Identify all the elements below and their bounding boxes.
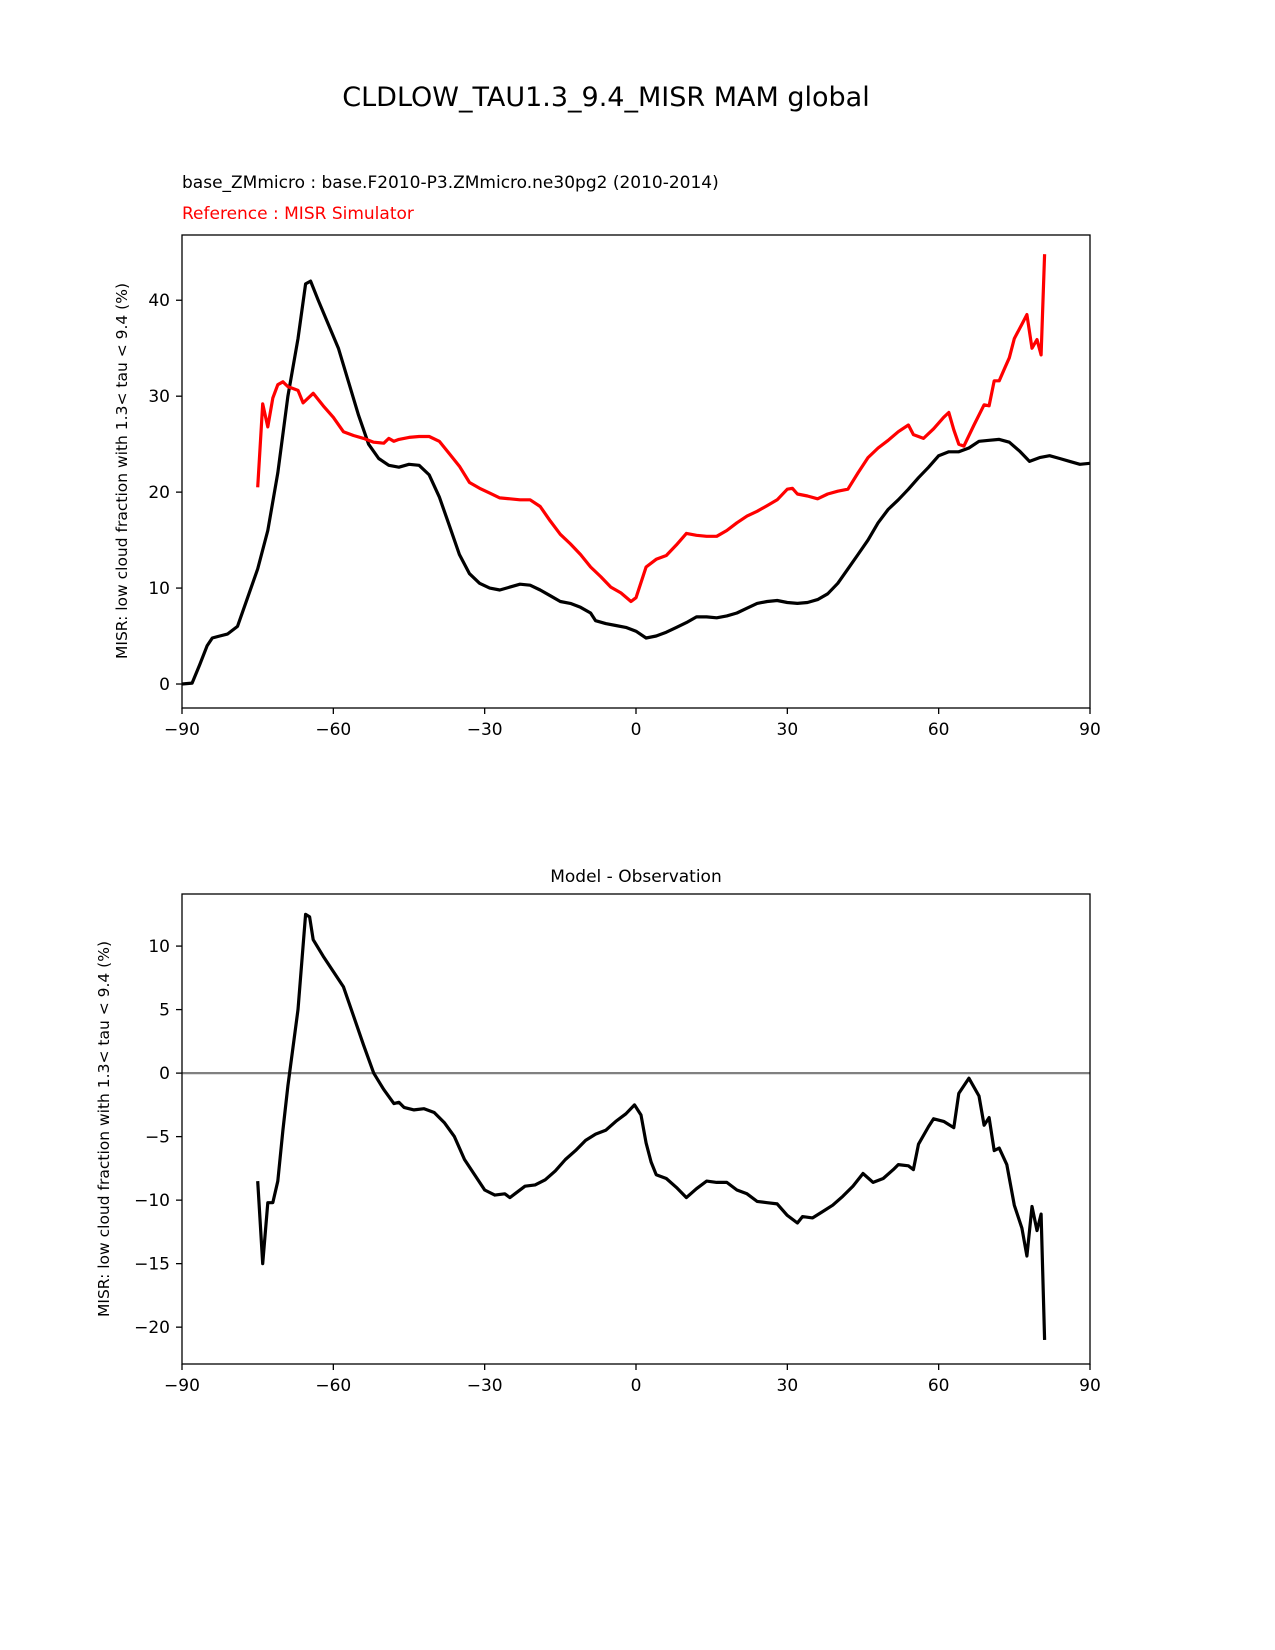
y-axis-label: MISR: low cloud fraction with 1.3< tau <… <box>95 941 113 1317</box>
series-line-base-zmmicro <box>182 279 1090 686</box>
series-line-misr-simulator <box>256 254 1047 604</box>
series-line-model-observation <box>256 912 1047 1340</box>
axes-frame <box>181 234 1091 709</box>
model-subtitle: base_ZMmicro : base.F2010-P3.ZMmicro.ne3… <box>182 173 719 193</box>
bottom-axes: Model - Observation MISR: low cloud frac… <box>95 867 1101 1396</box>
y-tick-label: −5 <box>145 1128 170 1148</box>
y-tick-label: −15 <box>134 1255 170 1275</box>
y-tick-label: 30 <box>148 387 170 407</box>
x-tick-label: −30 <box>467 720 503 740</box>
y-axis-label: MISR: low cloud fraction with 1.3< tau <… <box>113 283 131 659</box>
x-tick-label: −30 <box>467 1376 503 1396</box>
y-tick-label: 5 <box>159 1001 170 1021</box>
y-tick-label: 0 <box>159 1064 170 1084</box>
y-tick-label: 20 <box>148 483 170 503</box>
x-tick-label: −60 <box>315 1376 351 1396</box>
y-tick-label: −20 <box>134 1318 170 1338</box>
y-tick-label: 0 <box>159 675 170 695</box>
x-tick-label: −90 <box>164 720 200 740</box>
y-tick-label: −10 <box>134 1191 170 1211</box>
x-tick-label: 0 <box>631 720 642 740</box>
x-tick-label: 60 <box>928 1376 950 1396</box>
x-tick-label: −60 <box>315 720 351 740</box>
y-tick-label: 10 <box>148 937 170 957</box>
x-tick-label: 90 <box>1079 1376 1101 1396</box>
reference-subtitle: Reference : MISR Simulator <box>182 204 414 224</box>
x-tick-label: 30 <box>777 720 799 740</box>
x-tick-label: 60 <box>928 720 950 740</box>
top-axes: base_ZMmicro : base.F2010-P3.ZMmicro.ne3… <box>113 173 1101 740</box>
x-tick-label: 0 <box>631 1376 642 1396</box>
diff-title: Model - Observation <box>550 867 722 887</box>
x-tick-label: 30 <box>777 1376 799 1396</box>
figure-title: CLDLOW_TAU1.3_9.4_MISR MAM global <box>342 82 869 113</box>
y-tick-label: 40 <box>148 291 170 311</box>
x-tick-label: −90 <box>164 1376 200 1396</box>
y-tick-label: 10 <box>148 579 170 599</box>
x-tick-label: 90 <box>1079 720 1101 740</box>
